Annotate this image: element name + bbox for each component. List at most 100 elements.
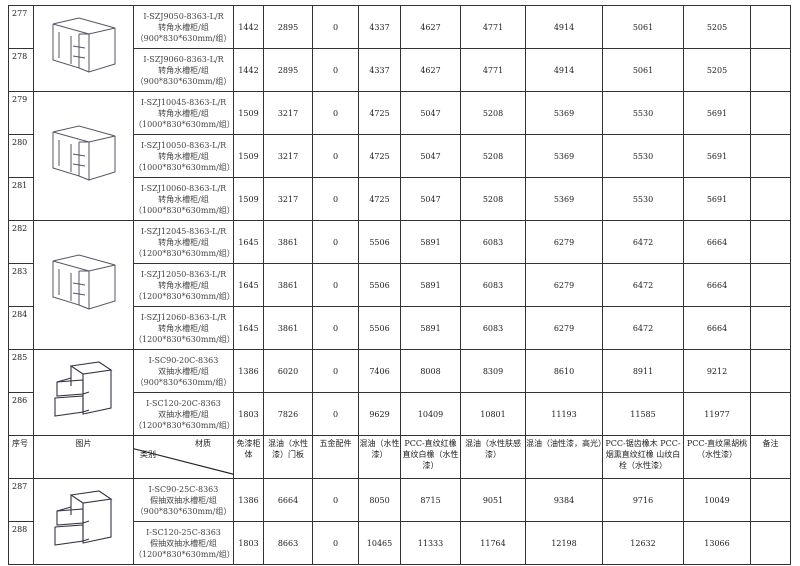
row-seq: 286 xyxy=(8,392,34,436)
price-cell: 1386 xyxy=(233,478,264,522)
row-seq: 278 xyxy=(8,48,34,92)
row-seq: 279 xyxy=(8,91,34,135)
price-cell: 10049 xyxy=(683,478,751,522)
row-seq: 280 xyxy=(8,134,34,178)
corner-sink-cabinet-icon xyxy=(49,253,119,317)
price-cell: 5530 xyxy=(602,134,684,178)
product-description: I-SZJ10045-8363-L/R 转角水槽柜/组 （1000*830*630m… xyxy=(133,91,234,135)
row-seq: 283 xyxy=(8,263,34,307)
price-cell: 0 xyxy=(312,220,359,264)
price-cell: 9212 xyxy=(683,349,751,393)
price-cell: 1803 xyxy=(233,392,264,436)
price-cell: 4337 xyxy=(358,48,401,92)
product-name: 双抽水槽柜/组 xyxy=(158,366,209,376)
table-row: 284 I-SZJ12060-8363-L/R 转角水槽柜/组 （1200*830*6… xyxy=(8,306,791,350)
product-code: I-SZJ10050-8363-L/R xyxy=(140,140,227,150)
price-cell: 3217 xyxy=(263,134,313,178)
price-cell: 5061 xyxy=(602,5,684,49)
price-cell: 0 xyxy=(312,263,359,307)
row-seq: 282 xyxy=(8,220,34,264)
table-row: 286 I-SC120-20C-8363 双抽水槽柜/组 （1200*830*630m… xyxy=(8,392,791,436)
product-size: （1200*830*630mm/组） xyxy=(134,291,234,301)
price-cell: 5205 xyxy=(683,48,751,92)
price-cell xyxy=(750,48,791,92)
table-row: 282 I-SZJ12045-8363-L/R 转角水槽柜/组 （1200*830*6… xyxy=(8,220,791,350)
price-cell: 3217 xyxy=(263,91,313,135)
price-cell: 4771 xyxy=(460,5,526,49)
header-col: 混油（水性漆） xyxy=(358,435,401,479)
price-cell: 6664 xyxy=(263,478,313,522)
price-cell: 5691 xyxy=(683,134,751,178)
price-cell: 12632 xyxy=(602,521,684,565)
price-cell: 4627 xyxy=(400,48,461,92)
price-cell: 6472 xyxy=(602,263,684,307)
price-cell: 5891 xyxy=(400,220,461,264)
header-col: PCC-直纹黑胡桃（水性漆） xyxy=(683,435,751,479)
price-cell: 5530 xyxy=(602,177,684,221)
price-cell: 10409 xyxy=(400,392,461,436)
product-name: 转角水槽柜/组 xyxy=(158,323,209,333)
product-name: 转角水槽柜/组 xyxy=(158,194,209,204)
price-cell: 0 xyxy=(312,392,359,436)
price-cell: 8050 xyxy=(358,478,401,522)
price-cell: 8715 xyxy=(400,478,461,522)
price-cell: 5047 xyxy=(400,177,461,221)
price-cell: 10801 xyxy=(460,392,526,436)
row-seq: 281 xyxy=(8,177,34,221)
price-cell: 6279 xyxy=(525,263,603,307)
price-cell: 1442 xyxy=(233,5,264,49)
price-cell: 4914 xyxy=(525,48,603,92)
price-cell: 11333 xyxy=(400,521,461,565)
table-row: 279 I-SZJ10045-8363-L/R 转角水槽柜/组 （1000*830*6… xyxy=(8,91,791,221)
price-cell xyxy=(750,5,791,49)
product-description: I-SZJ9050-8363-L/R 转角水槽柜/组 （900*830*630mm/… xyxy=(133,5,234,49)
product-code: I-SZJ12045-8363-L/R xyxy=(140,226,227,236)
price-cell: 1386 xyxy=(233,349,264,393)
price-cell: 5369 xyxy=(525,177,603,221)
price-cell: 0 xyxy=(312,5,359,49)
row-seq: 277 xyxy=(8,5,34,49)
price-cell: 8911 xyxy=(602,349,684,393)
price-cell xyxy=(750,177,791,221)
header-col: 五金配件 xyxy=(312,435,359,479)
product-name: 转角水槽柜/组 xyxy=(158,22,209,32)
price-cell: 9716 xyxy=(602,478,684,522)
table-row: 285 I-SC90-20C-8363 双抽水槽柜/组 （900*830*630mm/… xyxy=(8,349,791,436)
price-cell: 0 xyxy=(312,48,359,92)
price-cell xyxy=(750,521,791,565)
product-size: （1200*830*630mm/组） xyxy=(134,420,234,430)
price-cell: 5061 xyxy=(602,48,684,92)
corner-sink-cabinet-icon xyxy=(49,17,119,80)
price-cell: 11193 xyxy=(525,392,603,436)
price-cell: 5208 xyxy=(460,91,526,135)
product-code: I-SC120-25C-8363 xyxy=(146,527,221,537)
product-code: I-SZJ12050-8363-L/R xyxy=(140,269,227,279)
product-code: I-SC90-20C-8363 xyxy=(148,355,219,365)
price-cell: 0 xyxy=(312,134,359,178)
product-description: I-SZJ10050-8363-L/R 转角水槽柜/组 （1000*830*630m… xyxy=(133,134,234,178)
price-cell: 4725 xyxy=(358,177,401,221)
product-description: I-SC120-25C-8363 假抽双抽水槽柜/组 （1200*830*630mm… xyxy=(133,521,234,565)
table-row: 288 I-SC120-25C-8363 假抽双抽水槽柜/组 （1200*830*63… xyxy=(8,521,791,565)
price-cell: 5047 xyxy=(400,91,461,135)
row-seq: 284 xyxy=(8,306,34,350)
header-col: 免漆柜体 xyxy=(233,435,264,479)
price-cell: 4725 xyxy=(358,134,401,178)
table-row: 277 I-SZJ9050-8363-L/R 转角水槽柜/组 （900*830*630… xyxy=(8,5,791,92)
price-cell: 8008 xyxy=(400,349,461,393)
price-cell: 1645 xyxy=(233,306,264,350)
product-code: I-SZJ12060-8363-L/R xyxy=(140,312,227,322)
price-cell: 2895 xyxy=(263,5,313,49)
price-cell: 4725 xyxy=(358,91,401,135)
price-cell: 11764 xyxy=(460,521,526,565)
price-cell: 1509 xyxy=(233,91,264,135)
price-cell: 13066 xyxy=(683,521,751,565)
product-description: I-SZJ12060-8363-L/R 转角水槽柜/组 （1200*830*630m… xyxy=(133,306,234,350)
price-cell: 1645 xyxy=(233,263,264,307)
product-size: （1200*830*630mm/组） xyxy=(134,334,234,344)
product-name: 转角水槽柜/组 xyxy=(158,151,209,161)
table-row: 281 I-SZJ10060-8363-L/R 转角水槽柜/组 （1000*830*6… xyxy=(8,177,791,221)
price-cell: 5891 xyxy=(400,306,461,350)
price-cell: 5369 xyxy=(525,91,603,135)
price-cell: 5208 xyxy=(460,177,526,221)
